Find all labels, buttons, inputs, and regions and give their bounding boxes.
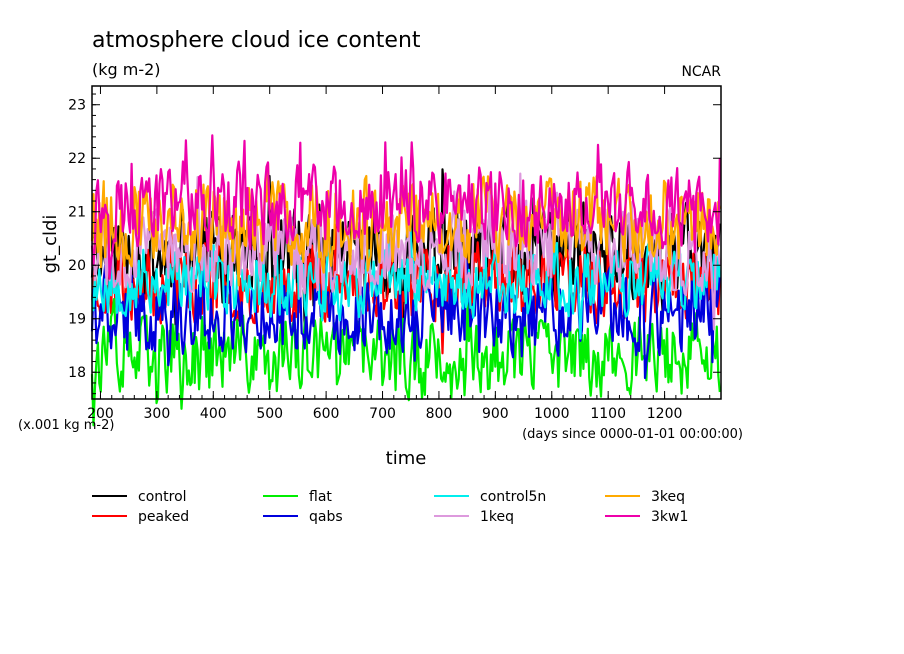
y-tick-label: 20 xyxy=(68,258,86,274)
series-line-control xyxy=(90,168,721,331)
x-axis: 200 300 400 500 600 700 800 900 1000 1100 1200 xyxy=(87,86,722,422)
y-tick-label: 21 xyxy=(68,205,86,221)
x-tick-label: 800 xyxy=(426,406,453,422)
x-tick-label: 1100 xyxy=(590,406,626,422)
legend-label: 1keq xyxy=(480,509,514,525)
x-tick-label: 1000 xyxy=(534,406,570,422)
chart-title: atmosphere cloud ice content xyxy=(92,28,421,53)
x-tick-label: 200 xyxy=(87,406,114,422)
series-line-qabs xyxy=(90,258,721,380)
legend-label: qabs xyxy=(309,509,343,525)
y-axis: 18 19 20 21 22 23 xyxy=(68,93,721,395)
source-label: NCAR xyxy=(681,64,721,80)
x-tick-label: 300 xyxy=(144,406,171,422)
x-tick-label: 900 xyxy=(482,406,509,422)
y-units-label: (x.001 kg m-2) xyxy=(18,418,114,433)
series-line-3kw1 xyxy=(90,134,721,280)
x-units-label: (days since 0000-01-01 00:00:00) xyxy=(522,427,743,442)
plot-frame xyxy=(91,85,722,400)
y-tick-label: 19 xyxy=(68,312,86,328)
y-tick-label: 22 xyxy=(68,151,86,167)
x-tick-label: 600 xyxy=(313,406,340,422)
x-tick-label: 400 xyxy=(200,406,227,422)
legend-label: control xyxy=(138,489,187,505)
x-axis-title: time xyxy=(386,448,427,469)
y-axis-title: gt_cldi xyxy=(40,215,61,274)
y-tick-label: 18 xyxy=(68,365,86,381)
legend-label: 3kw1 xyxy=(651,509,688,525)
x-tick-label: 1200 xyxy=(647,406,683,422)
y-tick-label: 23 xyxy=(68,98,86,114)
legend-label: flat xyxy=(309,489,332,505)
x-tick-label: 700 xyxy=(369,406,396,422)
legend: control peaked flat qabs control5n 1keq 3keq 3k… xyxy=(92,489,688,525)
x-tick-label: 500 xyxy=(256,406,283,422)
legend-label: peaked xyxy=(138,509,189,525)
legend-label: 3keq xyxy=(651,489,685,505)
legend-label: control5n xyxy=(480,489,546,505)
series-line-flat xyxy=(90,298,721,427)
chart-subtitle: (kg m-2) xyxy=(92,60,161,79)
series-layer xyxy=(90,134,721,427)
